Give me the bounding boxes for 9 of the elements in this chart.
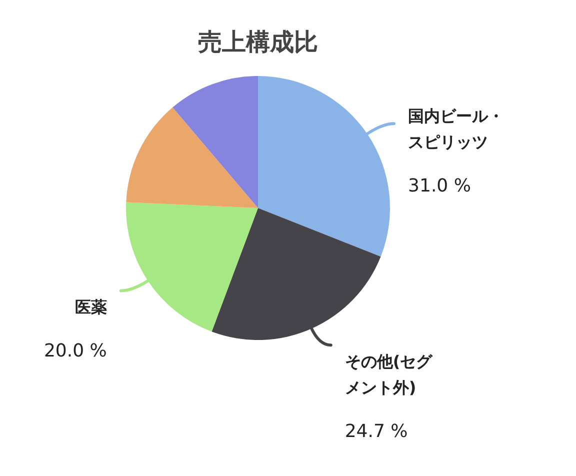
pie-slice <box>172 76 258 208</box>
data-label: 20.0 % <box>44 340 107 362</box>
data-label: 24.7 % <box>344 421 408 442</box>
data-label: 31.0 % <box>408 176 471 197</box>
chart-title: 売上構成比 <box>198 28 318 56</box>
slice-label: その他(セグメント外) <box>344 352 434 398</box>
slice-label: 国内ビール・スピリッツ <box>408 106 504 152</box>
slice-label: 医薬 <box>74 298 107 317</box>
pie-slice <box>126 107 258 208</box>
